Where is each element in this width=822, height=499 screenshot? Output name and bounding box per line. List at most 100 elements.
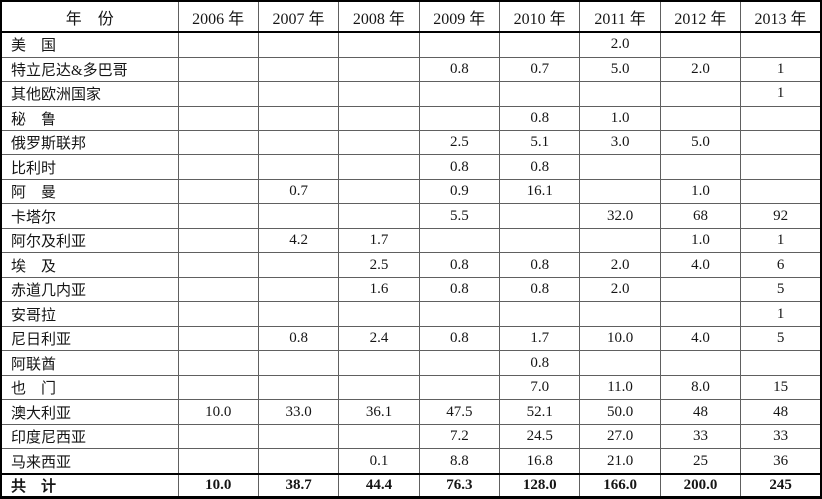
value-cell xyxy=(740,178,822,205)
value-cell: 1.0 xyxy=(579,105,661,132)
value-cell xyxy=(177,350,259,376)
total-value-cell: 10.0 xyxy=(177,473,259,498)
value-cell xyxy=(659,81,742,107)
year-header-2009: 2009 年 xyxy=(418,0,501,33)
value-cell xyxy=(740,129,822,156)
value-cell: 0.8 xyxy=(498,252,581,278)
value-cell xyxy=(177,227,259,254)
value-cell: 7.0 xyxy=(498,374,581,401)
value-cell: 4.2 xyxy=(257,227,340,254)
value-cell: 1.6 xyxy=(338,276,420,303)
value-cell xyxy=(177,56,259,83)
value-cell xyxy=(498,203,581,229)
value-cell xyxy=(257,252,340,278)
value-cell xyxy=(177,252,259,278)
value-cell: 2.0 xyxy=(579,31,661,58)
country-label: 印度尼西亚 xyxy=(0,423,179,450)
country-label: 特立尼达&多巴哥 xyxy=(0,56,179,83)
value-cell xyxy=(177,178,259,205)
value-cell: 0.8 xyxy=(418,252,501,278)
value-cell: 0.8 xyxy=(418,325,501,352)
value-cell: 36 xyxy=(740,448,822,475)
value-cell: 0.8 xyxy=(418,276,501,303)
value-cell: 27.0 xyxy=(579,423,661,450)
table-row: 特立尼达&多巴哥 0.8 0.7 5.0 2.0 1 xyxy=(0,56,822,83)
value-cell: 24.5 xyxy=(498,423,581,450)
value-cell: 1 xyxy=(740,227,822,254)
table-row: 阿 曼 0.7 0.9 16.1 1.0 xyxy=(0,178,822,205)
value-cell: 2.0 xyxy=(579,252,661,278)
value-cell xyxy=(338,178,420,205)
value-cell: 0.8 xyxy=(418,154,501,180)
value-cell xyxy=(338,81,420,107)
value-cell xyxy=(257,423,340,450)
value-cell: 33.0 xyxy=(257,399,340,425)
table-row: 俄罗斯联邦 2.5 5.1 3.0 5.0 xyxy=(0,129,822,156)
value-cell: 0.8 xyxy=(498,350,581,376)
value-cell xyxy=(177,31,259,58)
total-value-cell: 44.4 xyxy=(338,473,420,498)
total-value-cell: 38.7 xyxy=(257,473,340,498)
table-row: 埃 及 2.5 0.8 0.8 2.0 4.0 6 xyxy=(0,252,822,278)
value-cell xyxy=(257,105,340,132)
country-label: 阿尔及利亚 xyxy=(0,227,179,254)
value-cell: 2.4 xyxy=(338,325,420,352)
value-cell: 25 xyxy=(659,448,742,475)
value-cell: 33 xyxy=(659,423,742,450)
value-cell: 1.0 xyxy=(659,178,742,205)
value-cell xyxy=(338,203,420,229)
value-cell xyxy=(257,129,340,156)
value-cell xyxy=(177,448,259,475)
year-header-2006: 2006 年 xyxy=(177,0,259,33)
value-cell: 4.0 xyxy=(659,325,742,352)
value-cell xyxy=(338,423,420,450)
value-cell xyxy=(177,301,259,327)
value-cell xyxy=(418,31,501,58)
value-cell: 1 xyxy=(740,301,822,327)
value-cell: 0.7 xyxy=(257,178,340,205)
value-cell xyxy=(177,276,259,303)
value-cell xyxy=(659,350,742,376)
value-cell: 16.8 xyxy=(498,448,581,475)
country-label: 埃 及 xyxy=(0,252,179,278)
total-value-cell: 128.0 xyxy=(498,473,581,498)
value-cell xyxy=(257,56,340,83)
country-label: 安哥拉 xyxy=(0,301,179,327)
value-cell: 50.0 xyxy=(579,399,661,425)
value-cell: 5 xyxy=(740,276,822,303)
value-cell xyxy=(659,276,742,303)
value-cell xyxy=(418,227,501,254)
value-cell xyxy=(257,350,340,376)
value-cell: 2.0 xyxy=(659,56,742,83)
value-cell xyxy=(338,301,420,327)
value-cell: 0.8 xyxy=(257,325,340,352)
country-label: 阿 曼 xyxy=(0,178,179,205)
value-cell xyxy=(579,178,661,205)
value-cell: 0.8 xyxy=(498,154,581,180)
value-cell: 5.5 xyxy=(418,203,501,229)
value-cell: 2.5 xyxy=(418,129,501,156)
value-cell xyxy=(659,31,742,58)
value-cell xyxy=(418,301,501,327)
value-cell xyxy=(418,81,501,107)
table-row: 安哥拉 1 xyxy=(0,301,822,327)
value-cell xyxy=(257,31,340,58)
value-cell xyxy=(257,374,340,401)
value-cell: 1.7 xyxy=(338,227,420,254)
table-row: 阿联酋 0.8 xyxy=(0,350,822,376)
total-label: 共 计 xyxy=(0,473,179,498)
value-cell: 0.9 xyxy=(418,178,501,205)
value-cell: 8.0 xyxy=(659,374,742,401)
value-cell xyxy=(740,31,822,58)
year-header-2012: 2012 年 xyxy=(659,0,742,33)
value-cell xyxy=(579,154,661,180)
value-cell xyxy=(498,227,581,254)
table-row: 也 门 7.0 11.0 8.0 15 xyxy=(0,374,822,401)
table-row: 赤道几内亚 1.6 0.8 0.8 2.0 5 xyxy=(0,276,822,303)
value-cell xyxy=(257,276,340,303)
value-cell xyxy=(418,105,501,132)
table-row: 印度尼西亚 7.2 24.5 27.0 33 33 xyxy=(0,423,822,450)
value-cell xyxy=(338,31,420,58)
value-cell xyxy=(338,374,420,401)
